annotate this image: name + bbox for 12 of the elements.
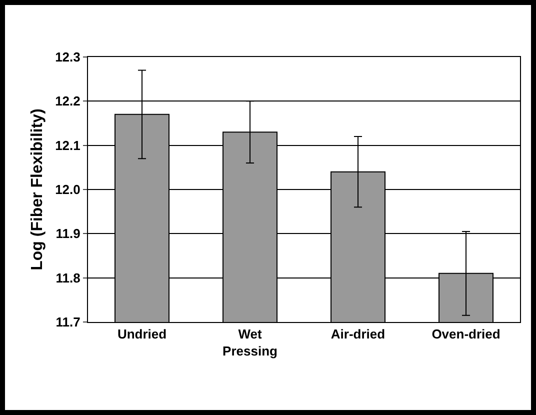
y-tick-label: 11.7 <box>56 314 80 330</box>
y-tick-label: 12.2 <box>55 94 80 109</box>
x-tick-label: Oven-dried <box>432 326 500 342</box>
y-tick-label: 12.1 <box>55 138 80 153</box>
y-tick-label: 11.9 <box>56 226 80 242</box>
x-tick-label: Air-dried <box>330 326 386 342</box>
y-tick-label: 12.3 <box>55 50 80 65</box>
x-tick-label: Undried <box>117 326 167 342</box>
y-axis-title: Log (Fiber Flexibility) <box>28 108 46 270</box>
y-tick-label: 11.8 <box>56 270 80 286</box>
y-tick-label: 12.0 <box>55 182 80 198</box>
x-tick-label: Wet Pressing <box>222 326 278 358</box>
